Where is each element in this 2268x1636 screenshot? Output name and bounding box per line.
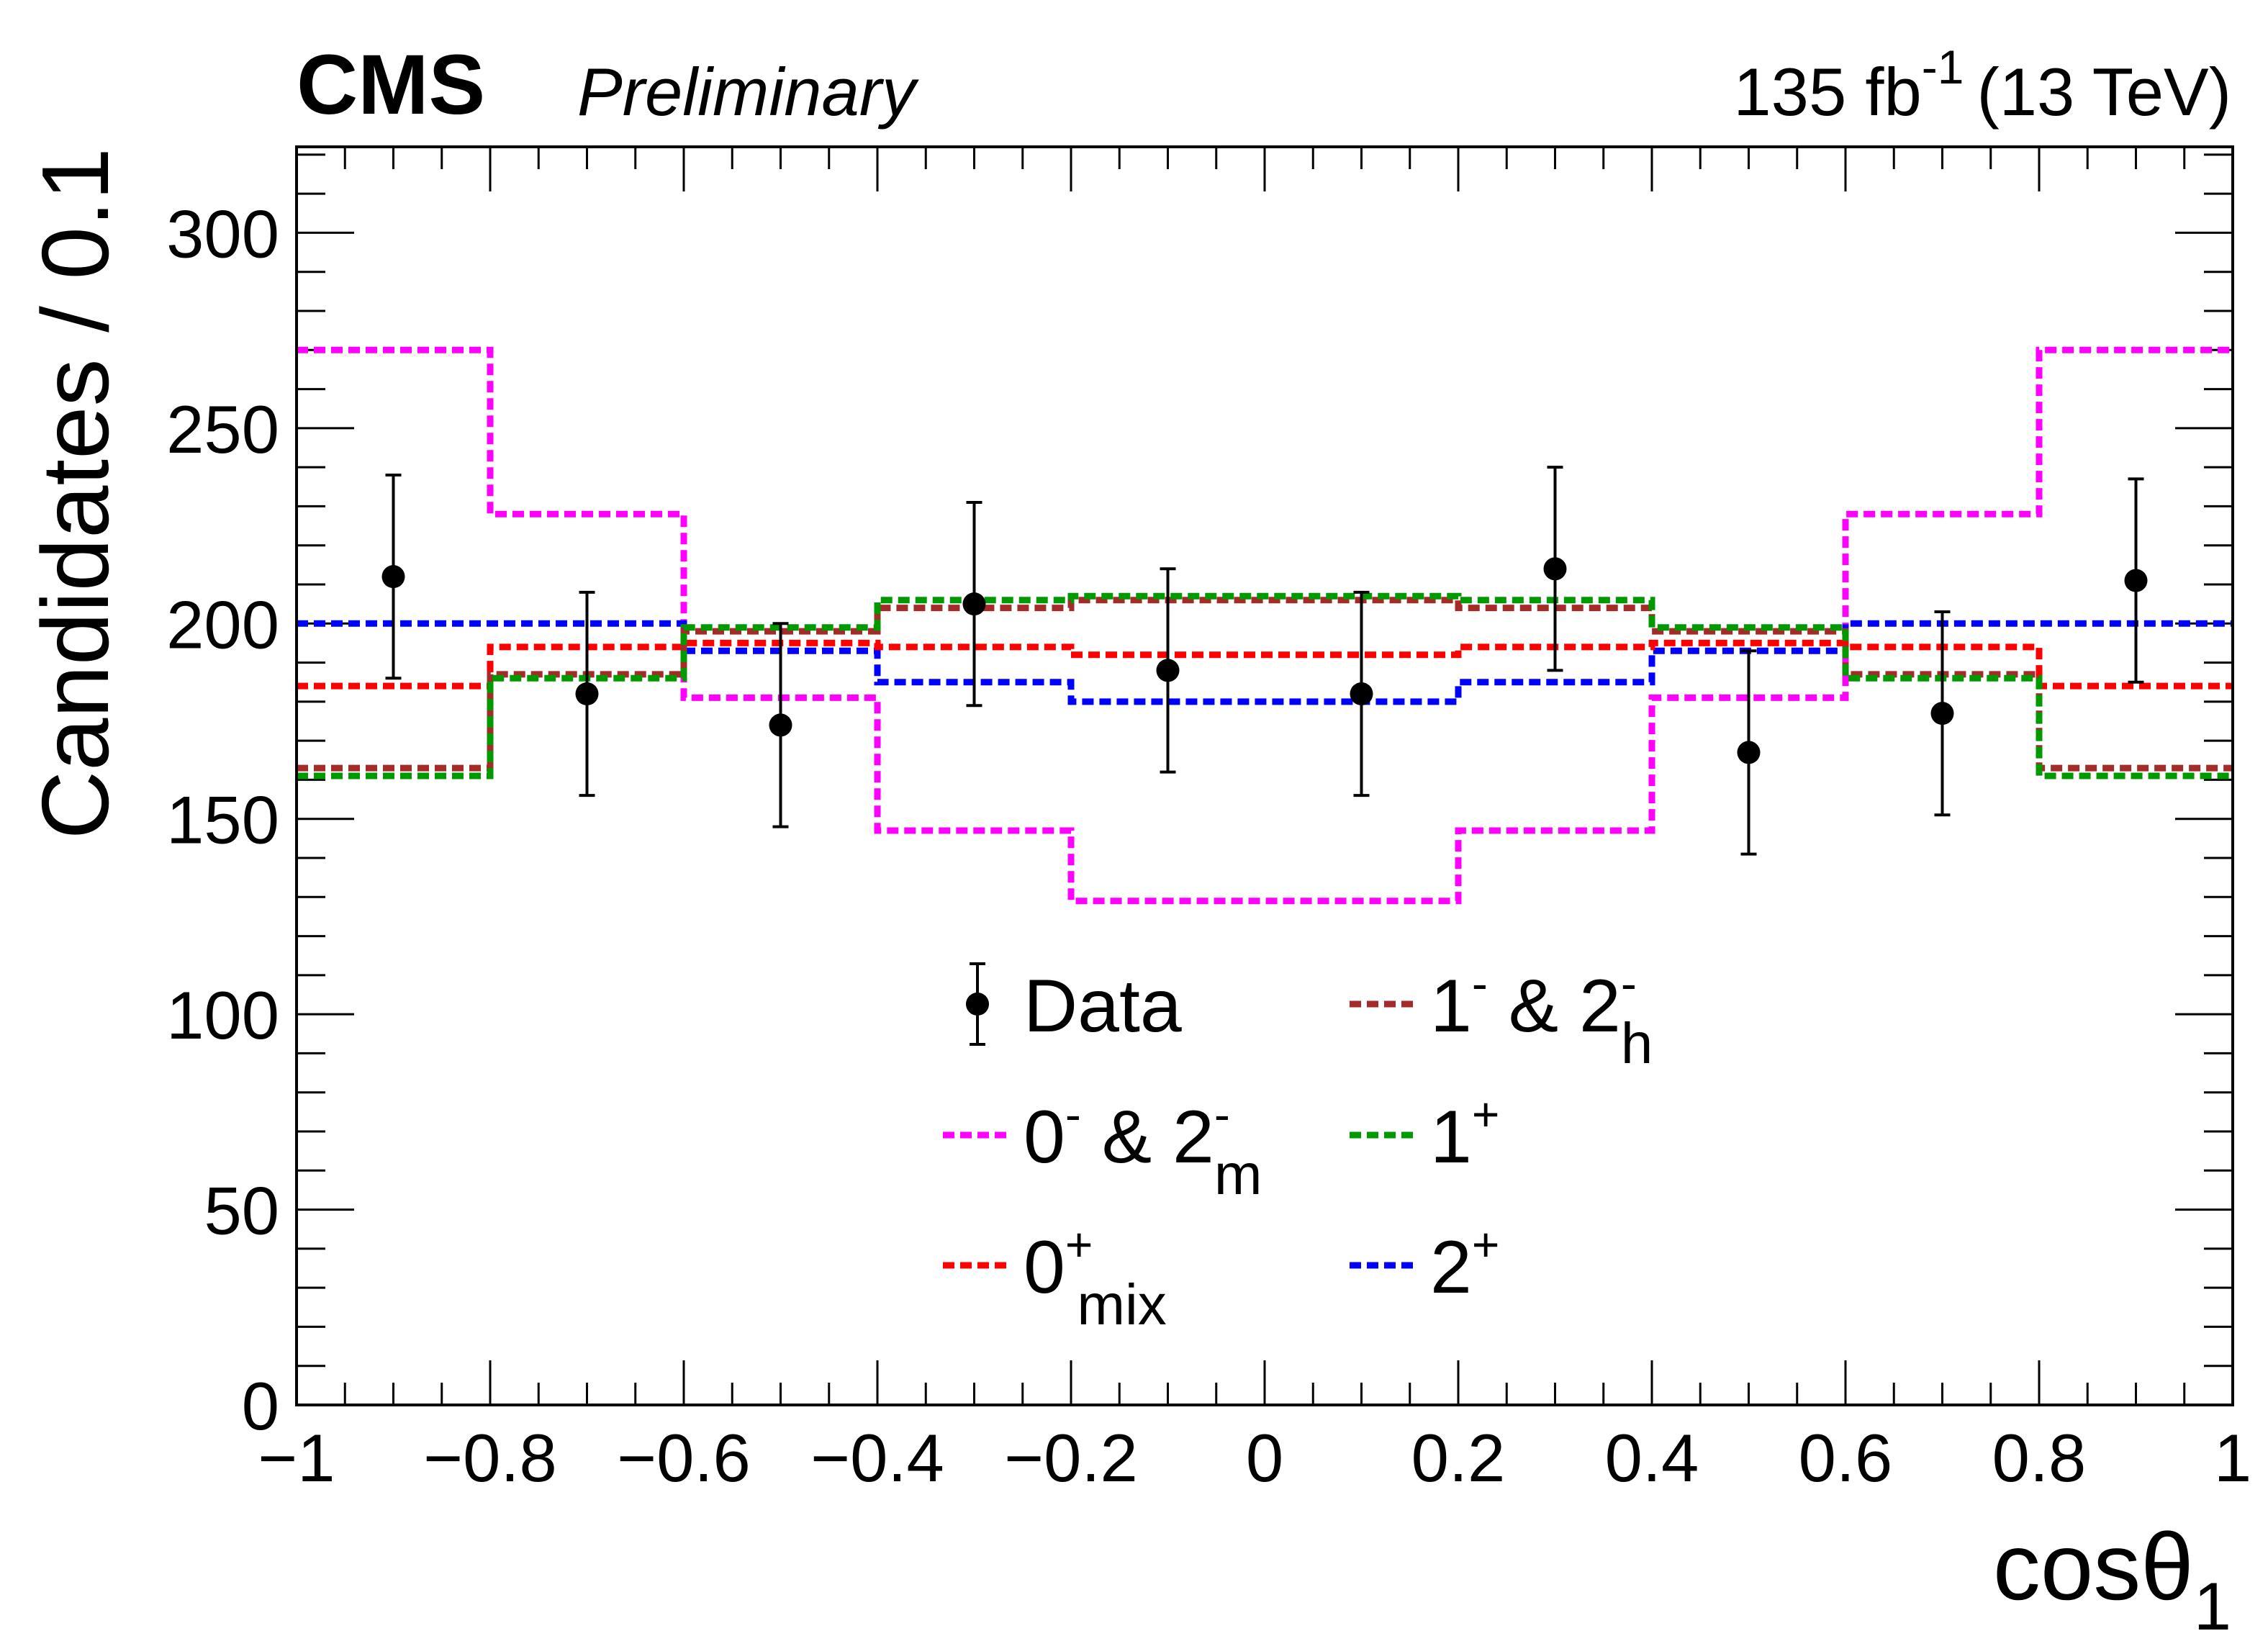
x-tick-label: −0.4 [810, 1420, 944, 1496]
legend-label: 1+ [1430, 1088, 1499, 1179]
legend: Data 1- & 2-h 0- & 2-m 1+ 0+ mix 2+ [943, 957, 1653, 1337]
histogram-series [297, 346, 2233, 905]
histogram-one_minus [297, 597, 2233, 772]
legend-entry-zero_minus: 0- & 2-m [943, 1088, 1262, 1206]
legend-entry-data: Data [966, 962, 1182, 1048]
y-tick-label: 150 [166, 782, 279, 858]
data-point [769, 713, 792, 737]
legend-entry-zero_plus_mix: 0+ mix [943, 1218, 1167, 1337]
legend-label: Data [1024, 964, 1182, 1048]
histogram-one_plus [297, 592, 2233, 779]
legend-entry-one_plus: 1+ [1350, 1088, 1499, 1179]
data-point [2124, 569, 2148, 592]
x-tick-label: 0.4 [1605, 1420, 1699, 1496]
histogram-zero_minus [297, 346, 2233, 905]
legend-entry-two_plus: 2+ [1350, 1218, 1499, 1309]
x-tick-label: 1 [2214, 1420, 2251, 1496]
data-point [1930, 702, 1954, 726]
y-tick-labels: 0 50 100 150 200 250 300 [166, 196, 279, 1444]
x-tick-label: −0.6 [617, 1420, 751, 1496]
y-axis-title: Candidates / 0.1 [22, 148, 128, 839]
cms-label: CMS [297, 37, 485, 132]
data-point [1350, 682, 1373, 705]
data-point [1737, 741, 1761, 764]
data-point [1156, 659, 1180, 682]
y-tick-label: 100 [166, 977, 279, 1053]
y-tick-label: 0 [242, 1368, 279, 1444]
legend-label: 1- & 2-h [1430, 957, 1653, 1075]
x-tick-labels: −1 −0.8 −0.6 −0.4 −0.2 0 0.2 0.4 0.6 0.8 1 [258, 1420, 2251, 1496]
y-tick-label: 200 [166, 587, 279, 662]
histogram-zero_plus_mix [297, 639, 2233, 690]
legend-label: 0+ mix [1024, 1218, 1167, 1337]
y-tick-label: 50 [204, 1173, 279, 1249]
legend-label: 2+ [1430, 1218, 1499, 1309]
plot-frame [295, 145, 2234, 1406]
lumi-label: 135 fb-1 (13 TeV) [1733, 40, 2231, 130]
data-point [1543, 557, 1567, 581]
x-tick-label: −0.2 [1004, 1420, 1138, 1496]
data-points [381, 466, 2148, 856]
x-tick-label: 0.6 [1799, 1420, 1893, 1496]
data-point [962, 592, 986, 616]
x-tick-label: −1 [258, 1420, 335, 1496]
x-axis-title: cosθ1 [1993, 1514, 2231, 1636]
x-tick-label: 0 [1246, 1420, 1283, 1496]
x-tick-label: −0.8 [423, 1420, 557, 1496]
legend-label: 0- & 2-m [1024, 1088, 1262, 1206]
y-tick-label: 300 [166, 196, 279, 271]
x-tick-label: 0.8 [1992, 1420, 2087, 1496]
preliminary-label: Preliminary [577, 54, 919, 130]
legend-entry-one_minus: 1- & 2-h [1350, 957, 1653, 1075]
legend-data-marker [966, 993, 989, 1016]
x-tick-label: 0.2 [1411, 1420, 1506, 1496]
data-point [381, 565, 405, 589]
y-tick-label: 250 [166, 392, 279, 467]
data-point [575, 682, 599, 705]
